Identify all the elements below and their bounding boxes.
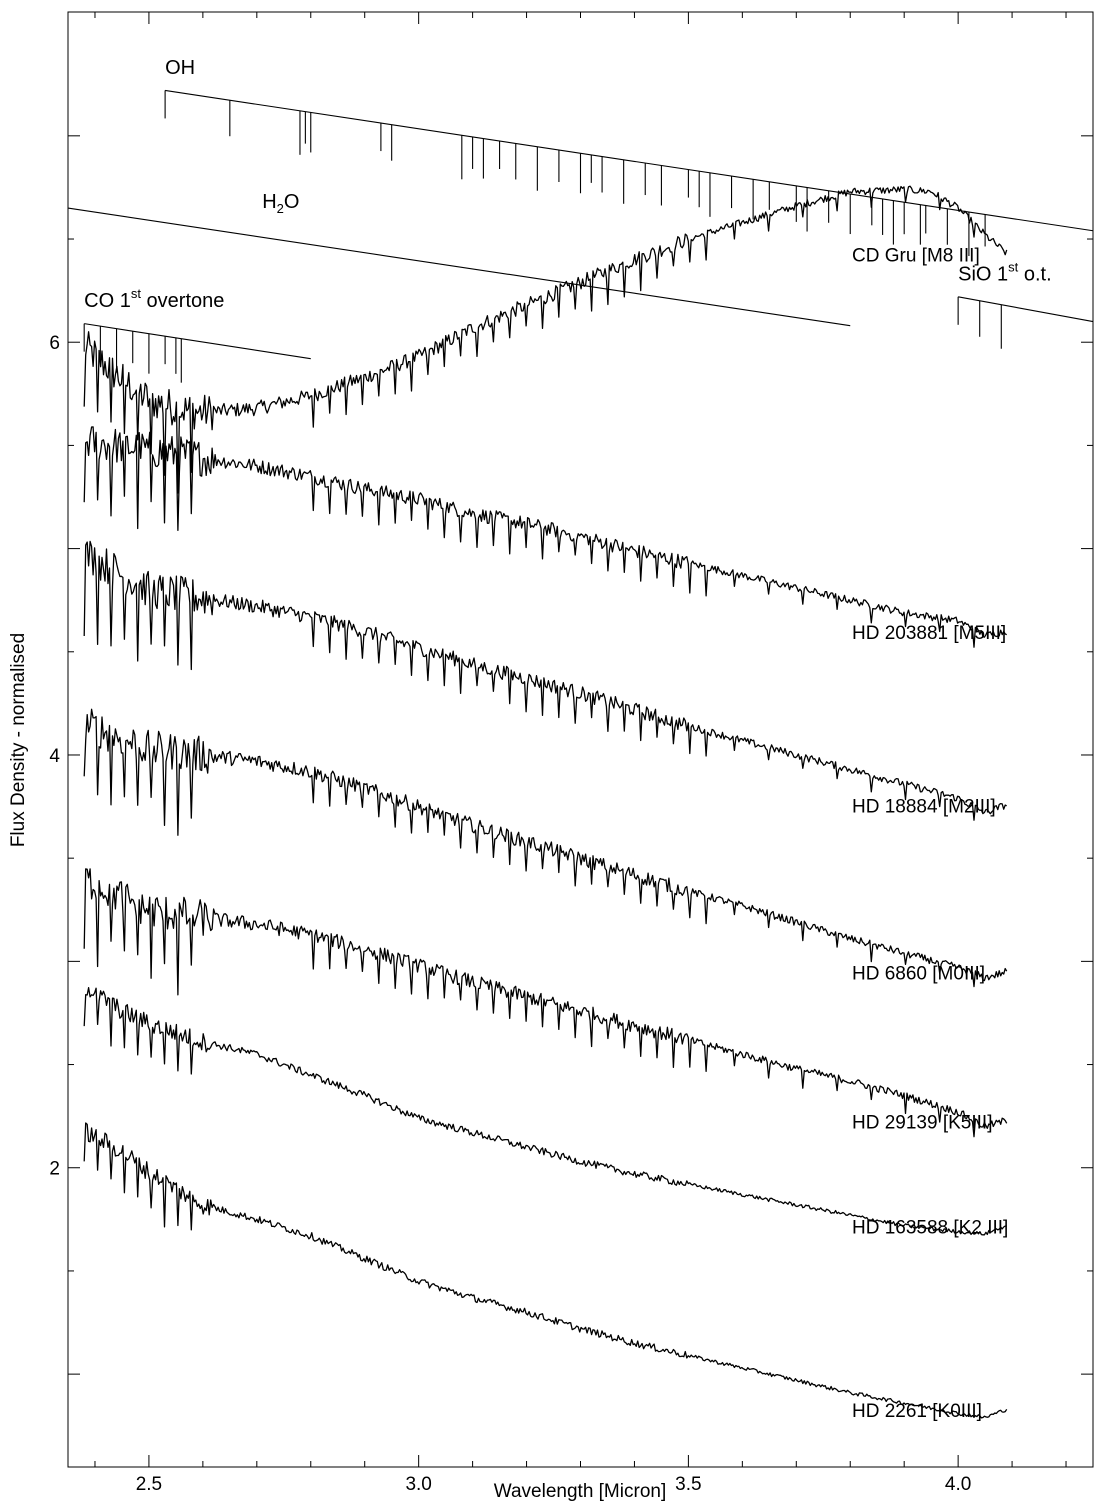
- band-annotation-4: SiO 1st o.t.: [957, 259, 1094, 349]
- band-annotation-1: OH: [164, 57, 1094, 256]
- band-label: SiO 1st o.t.: [958, 259, 1052, 285]
- spectrum-line-3: [83, 540, 1007, 821]
- band-annotation-2: H2O: [67, 191, 851, 327]
- y-tick-label: 2: [49, 1159, 60, 1180]
- x-tick-label: 4.0: [945, 1474, 971, 1495]
- x-axis-title: Wavelength [Micron]: [494, 1481, 666, 1502]
- spectrum-label-3: HD 18884 [M2III]: [852, 797, 996, 818]
- y-tick-label: 6: [49, 333, 60, 354]
- plot-frame: [67, 11, 1094, 1468]
- spectrum-line-5: [83, 868, 1008, 1138]
- spectrum-label-5: HD 29139 [K5III]: [852, 1112, 992, 1133]
- spectrum-line-2: [83, 426, 1008, 648]
- x-tick-label: 2.5: [136, 1474, 162, 1495]
- spectrum-line-4: [83, 708, 1008, 988]
- spectrum-line-1: [83, 185, 1008, 494]
- spectrum-label-1: CD Gru [M8 III]: [852, 246, 980, 267]
- band-annotation-3: CO 1st overtone: [83, 286, 311, 383]
- band-label: H2O: [262, 191, 299, 216]
- band-line: [84, 323, 311, 360]
- band-line: [958, 296, 1094, 323]
- spectrum-label-2: HD 203881 [M5III]: [852, 623, 1006, 644]
- y-axis-title: Flux Density - normalised: [8, 633, 29, 847]
- spectrum-label-4: HD 6860 [M0III]: [852, 964, 985, 985]
- spectrum-label-7: HD 2261 [K0III]: [852, 1401, 982, 1422]
- band-label: OH: [165, 57, 195, 79]
- band-label: CO 1st overtone: [84, 286, 224, 312]
- x-tick-label: 3.0: [405, 1474, 431, 1495]
- y-tick-label: 4: [49, 746, 60, 767]
- spectra-lines: [83, 185, 1008, 1419]
- spectrum-line-6: [83, 987, 1007, 1236]
- x-tick-label: 3.5: [675, 1474, 701, 1495]
- band-line: [165, 89, 1094, 232]
- spectrum-label-6: HD 163588 [K2 III]: [852, 1218, 1008, 1239]
- axis-ticks: 2.5 3.0 3.5 4.0 2 4 6: [49, 12, 1093, 1495]
- star-labels: CD Gru [M8 III] HD 203881 [M5III] HD 18884…: [852, 246, 1008, 1423]
- band-line: [67, 207, 851, 327]
- spectrum-line-7: [83, 1122, 1008, 1419]
- molecular-band-annotations: OH H2O CO 1st overtone SiO 1st o.t.: [67, 57, 1094, 383]
